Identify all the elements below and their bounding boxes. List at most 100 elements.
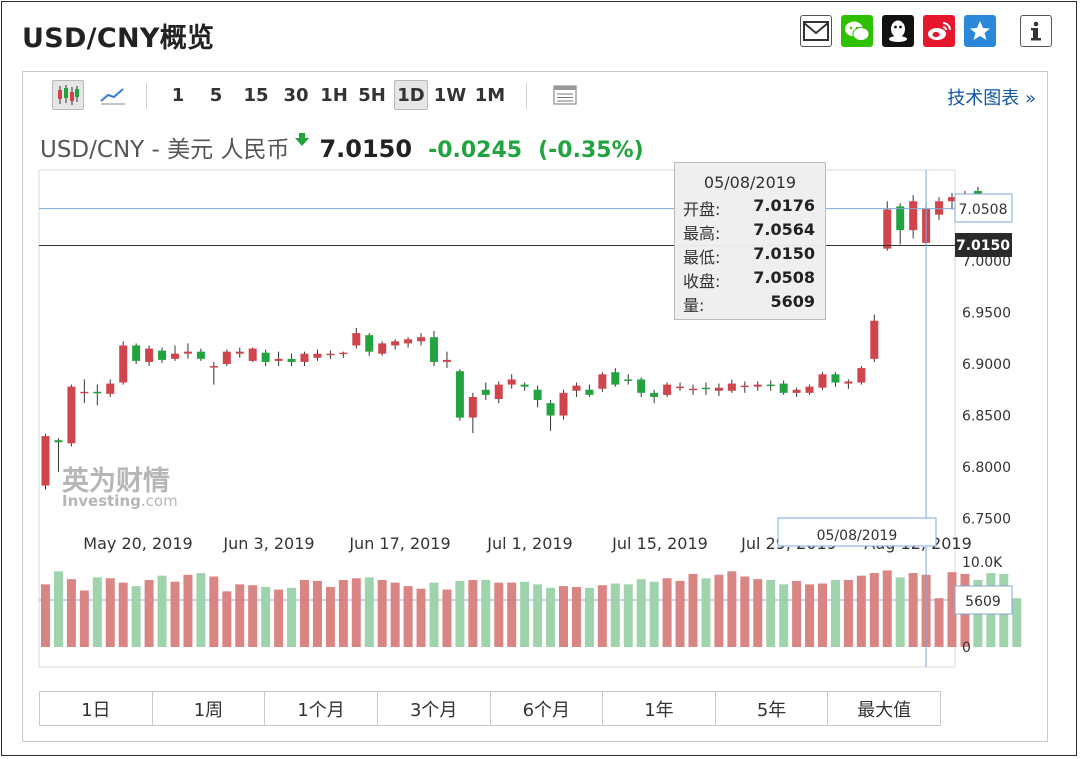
candle-body — [326, 353, 335, 356]
candle — [753, 381, 762, 391]
volume-bar — [805, 584, 815, 647]
candle — [378, 341, 387, 356]
candle-body — [727, 383, 736, 391]
candle-body — [274, 358, 283, 361]
chart-frame — [22, 71, 1048, 742]
candle — [442, 351, 451, 369]
qq-icon — [889, 20, 907, 42]
volume-bar — [377, 580, 387, 647]
crosshair-date-box — [777, 517, 937, 547]
candle-body — [520, 384, 529, 387]
range-1-year[interactable]: 1年 — [603, 692, 716, 725]
interval-1w[interactable]: 1W — [433, 84, 467, 106]
watermark-en: Investing.com — [62, 492, 178, 510]
tooltip-label: 最低: — [683, 248, 721, 267]
volume-bar — [610, 583, 620, 647]
candle — [80, 379, 89, 404]
interval-30[interactable]: 30 — [283, 84, 309, 106]
crosshair-price-box — [954, 193, 1013, 223]
weibo-button[interactable] — [923, 15, 955, 47]
candle — [766, 380, 775, 391]
range-3-months[interactable]: 3个月 — [378, 692, 491, 725]
range-6-months[interactable]: 6个月 — [491, 692, 604, 725]
candle-body — [196, 351, 205, 359]
candlestick-chart-button[interactable] — [52, 80, 84, 110]
volume-bar — [170, 581, 180, 647]
chart-settings-button[interactable] — [550, 80, 580, 110]
interval-15[interactable]: 15 — [243, 84, 269, 106]
volume-bar — [442, 589, 452, 647]
candle — [598, 372, 607, 392]
candle-body — [624, 379, 633, 381]
qzone-star-icon — [970, 21, 990, 40]
candle — [235, 347, 244, 358]
candle-body — [80, 391, 89, 394]
volume-bar — [934, 598, 944, 647]
candle — [145, 345, 154, 367]
volume-bar — [196, 573, 206, 647]
candle — [300, 351, 309, 367]
candle-body — [611, 372, 620, 385]
candle-body — [650, 392, 659, 397]
interval-1m[interactable]: 1M — [474, 84, 506, 106]
interval-5[interactable]: 5 — [209, 84, 223, 106]
interval-5h[interactable]: 5H — [358, 84, 386, 106]
candle — [792, 387, 801, 397]
tooltip-value: 7.0564 — [753, 220, 815, 239]
candle-body — [701, 387, 710, 390]
interval-1d[interactable]: 1D — [394, 80, 428, 110]
x-tick-label: May 20, 2019 — [83, 534, 192, 553]
range-1-day[interactable]: 1日 — [40, 692, 153, 725]
volume-bar — [92, 577, 102, 647]
candle — [546, 400, 555, 431]
volume-bar — [261, 586, 271, 647]
volume-bar — [235, 584, 245, 647]
candle-body — [183, 351, 192, 354]
info-button[interactable] — [1020, 15, 1052, 47]
mail-icon — [803, 21, 829, 41]
candle-body — [93, 391, 102, 394]
candle — [870, 314, 879, 362]
qzone-button[interactable] — [964, 15, 996, 47]
candle — [481, 382, 490, 401]
crosshair-date-label: 05/08/2019 — [817, 528, 898, 544]
candle — [831, 372, 840, 387]
range-1-month[interactable]: 1个月 — [265, 692, 378, 725]
candle-body — [818, 374, 827, 388]
volume-bar — [714, 574, 724, 647]
range-max[interactable]: 最大值 — [857, 699, 912, 721]
interval-1h[interactable]: 1H — [320, 84, 348, 106]
volume-bar — [688, 573, 698, 647]
volume-bar — [325, 586, 335, 647]
wechat-button[interactable] — [841, 15, 873, 47]
toolbar-separator — [146, 83, 147, 109]
mail-button[interactable] — [800, 15, 832, 47]
candle — [663, 382, 672, 397]
wechat-icon — [845, 21, 870, 41]
range-1-week[interactable]: 1周 — [153, 692, 266, 725]
candle — [740, 381, 749, 393]
volume-bar — [753, 579, 763, 647]
candle-body — [896, 206, 905, 231]
volume-bar — [584, 587, 594, 647]
volume-bar — [623, 584, 633, 647]
candle-body — [391, 341, 400, 346]
candle — [93, 384, 102, 406]
line-chart-button[interactable] — [96, 80, 130, 110]
candle-body — [132, 345, 141, 361]
down-arrow-icon — [295, 133, 310, 146]
candle — [468, 392, 477, 434]
technical-chart-link[interactable]: 技术图表 » — [947, 88, 1036, 109]
candle — [507, 374, 516, 389]
candle-body — [235, 351, 244, 354]
crosshair-volume-label: 5609 — [965, 594, 1001, 610]
candle — [261, 349, 270, 367]
qq-button[interactable] — [882, 15, 914, 47]
range-5-years[interactable]: 5年 — [716, 692, 829, 725]
interval-1[interactable]: 1 — [171, 84, 185, 106]
volume-bar — [507, 582, 517, 647]
candle — [520, 382, 529, 391]
candle — [883, 201, 892, 251]
candle-body — [494, 384, 503, 400]
